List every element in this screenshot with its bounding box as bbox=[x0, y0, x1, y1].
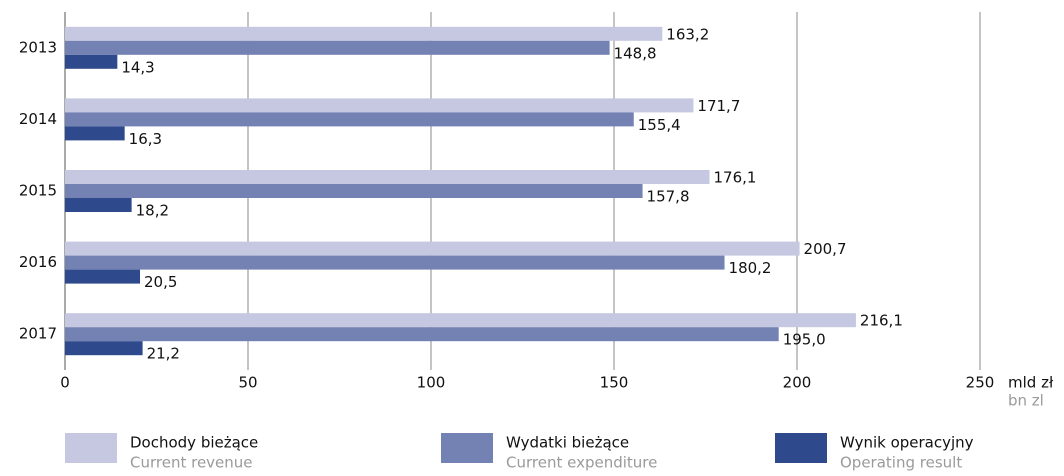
value-label: 20,5 bbox=[144, 273, 177, 291]
y-tick-label: 2015 bbox=[19, 182, 57, 200]
value-label: 155,4 bbox=[638, 116, 681, 134]
x-tick-label: 150 bbox=[600, 374, 629, 392]
legend-sublabel: Operating result bbox=[840, 454, 962, 472]
y-tick-label: 2014 bbox=[19, 110, 57, 128]
bar bbox=[65, 198, 132, 212]
bar bbox=[65, 170, 710, 184]
bar bbox=[65, 313, 856, 328]
legend-label: Dochody bieżące bbox=[130, 434, 258, 452]
legend-swatch bbox=[441, 433, 493, 463]
value-label: 16,3 bbox=[129, 130, 162, 148]
bar bbox=[65, 98, 694, 113]
value-label: 195,0 bbox=[783, 331, 826, 349]
x-tick-label: 0 bbox=[60, 374, 70, 392]
x-axis-label-en: bn zl bbox=[1008, 392, 1044, 410]
value-label: 216,1 bbox=[860, 312, 903, 330]
value-label: 180,2 bbox=[729, 259, 772, 277]
x-tick-label: 250 bbox=[966, 374, 995, 392]
value-label: 176,1 bbox=[714, 169, 757, 187]
bar bbox=[65, 26, 663, 41]
x-axis-label: mld zł bbox=[1008, 374, 1054, 392]
value-label: 200,7 bbox=[804, 240, 847, 258]
value-label: 157,8 bbox=[647, 188, 690, 206]
bar bbox=[65, 112, 634, 127]
x-tick-label: 200 bbox=[783, 374, 812, 392]
value-label: 171,7 bbox=[697, 97, 740, 115]
bar bbox=[65, 184, 643, 198]
legend-swatch bbox=[65, 433, 117, 463]
x-tick-label: 100 bbox=[417, 374, 446, 392]
bar bbox=[65, 241, 800, 256]
legend-label: Wynik operacyjny bbox=[840, 434, 974, 452]
bar bbox=[65, 40, 610, 55]
bar bbox=[65, 54, 118, 69]
bar bbox=[65, 126, 125, 141]
value-label: 14,3 bbox=[121, 58, 154, 76]
y-tick-label: 2013 bbox=[19, 38, 57, 56]
legend-sublabel: Current revenue bbox=[130, 454, 253, 472]
value-label: 148,8 bbox=[614, 44, 657, 62]
y-tick-label: 2017 bbox=[19, 325, 57, 343]
bar bbox=[65, 341, 143, 356]
x-tick-label: 50 bbox=[238, 374, 257, 392]
value-label: 163,2 bbox=[666, 25, 709, 43]
bar bbox=[65, 255, 725, 270]
value-label: 21,2 bbox=[147, 345, 180, 363]
y-tick-label: 2016 bbox=[19, 253, 57, 271]
legend-swatch bbox=[775, 433, 827, 463]
legend-sublabel: Current expenditure bbox=[506, 454, 657, 472]
bar bbox=[65, 269, 141, 284]
bar bbox=[65, 327, 779, 342]
value-label: 18,2 bbox=[136, 202, 169, 220]
legend-label: Wydatki bieżące bbox=[506, 434, 629, 452]
